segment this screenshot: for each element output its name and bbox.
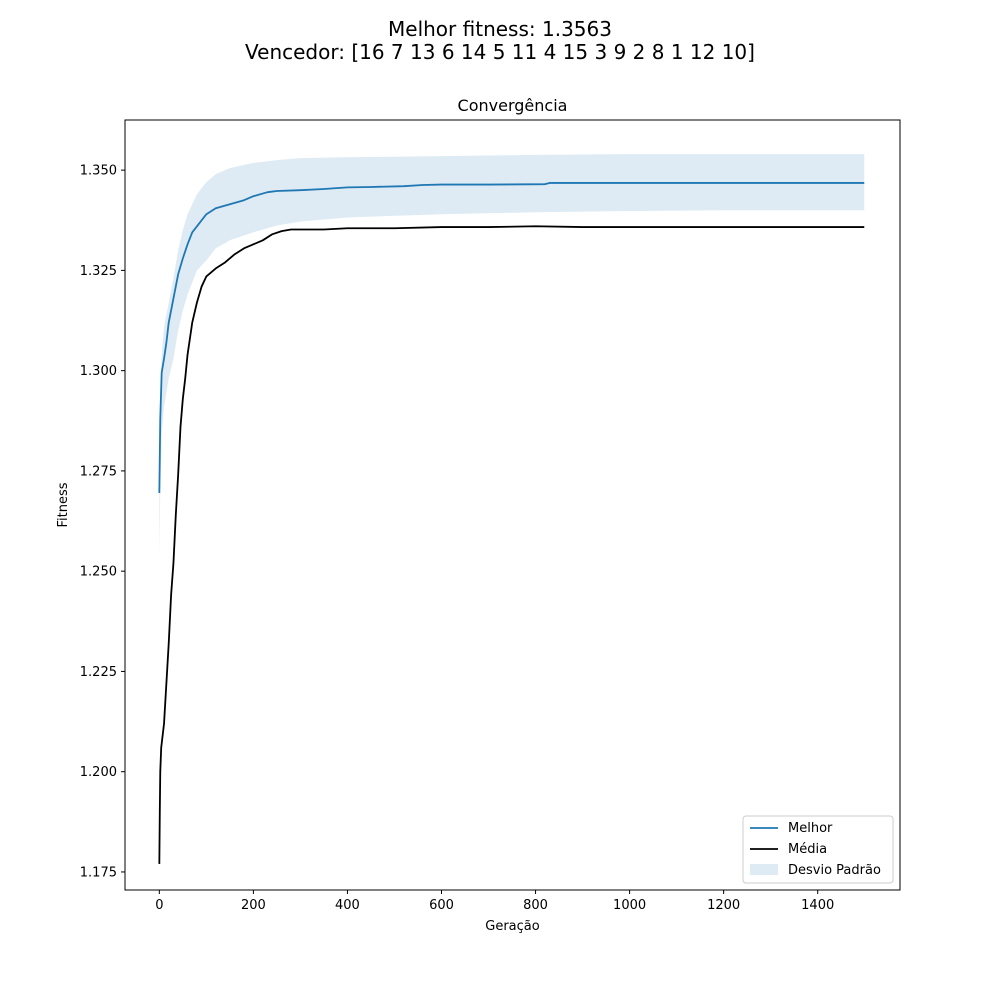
- series-layer: [158, 182, 865, 864]
- figure-suptitle-line2: Vencedor: [16 7 13 6 14 5 11 4 15 3 9 2 …: [245, 40, 755, 64]
- y-tick-label: 1.175: [80, 865, 117, 880]
- legend-swatch-desvio: [750, 864, 778, 875]
- x-tick-label: 400: [335, 898, 360, 913]
- y-tick-label: 1.275: [80, 464, 117, 479]
- x-axis: 0 200 400 600 800 1000 1200 1400: [155, 890, 834, 913]
- legend: Melhor Média Desvio Padrão: [742, 815, 894, 884]
- legend-box: [742, 815, 894, 884]
- y-tick-label: 1.200: [80, 765, 117, 780]
- legend-label-desvio: Desvio Padrão: [788, 863, 881, 878]
- series-line-melhor: [158, 182, 865, 493]
- y-axis: 1.175 1.200 1.225 1.250 1.275 1.300 1.325 1.350: [80, 164, 125, 880]
- x-tick-label: 600: [429, 898, 454, 913]
- chart-title: Convergência: [458, 96, 568, 115]
- x-tick-label: 1400: [801, 898, 834, 913]
- x-tick-label: 1200: [707, 898, 740, 913]
- figure-suptitle-line1: Melhor fitness: 1.3563: [388, 17, 612, 41]
- y-tick-label: 1.325: [80, 264, 117, 279]
- std-band: [159, 154, 865, 556]
- x-tick-label: 1000: [613, 898, 646, 913]
- x-axis-label: Geração: [485, 919, 539, 934]
- std-band-layer: [159, 154, 865, 556]
- y-tick-label: 1.300: [80, 364, 117, 379]
- x-tick-label: 0: [155, 898, 163, 913]
- y-axis-label: Fitness: [56, 482, 71, 527]
- x-tick-label: 200: [241, 898, 266, 913]
- legend-label-media: Média: [788, 842, 827, 857]
- legend-label-melhor: Melhor: [788, 821, 833, 836]
- y-tick-label: 1.250: [80, 565, 117, 580]
- y-tick-label: 1.225: [80, 665, 117, 680]
- plot-frame: [124, 119, 901, 891]
- y-tick-label: 1.350: [80, 164, 117, 179]
- series-line-media: [158, 225, 865, 864]
- x-tick-label: 800: [523, 898, 548, 913]
